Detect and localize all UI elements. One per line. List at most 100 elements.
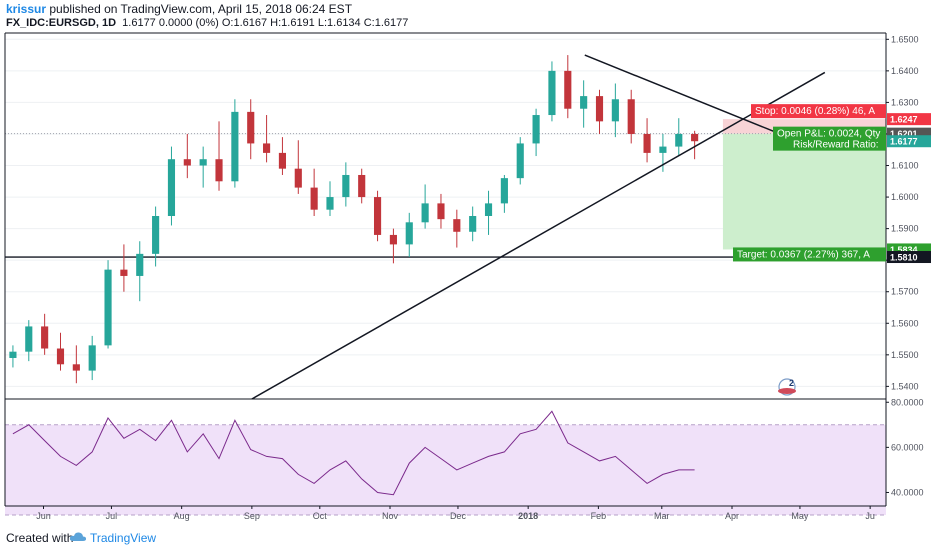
tradingview-brand-link[interactable]: TradingView xyxy=(90,531,157,545)
candle-body xyxy=(152,216,160,254)
symbol-label[interactable]: FX_IDC:EURSGD, 1D xyxy=(6,17,117,29)
pnl-label-bg xyxy=(773,126,886,151)
price-axis-label: 1.6500 xyxy=(891,34,919,44)
time-axis-label: Dec xyxy=(450,511,467,521)
target-zone xyxy=(722,133,886,250)
time-axis-label: Oct xyxy=(313,511,328,521)
time-axis-label: 2018 xyxy=(518,511,538,521)
candle-body xyxy=(199,159,207,166)
candle-body xyxy=(136,253,144,276)
candle-body xyxy=(342,174,350,198)
rsi-axis-label: 40.0000 xyxy=(891,487,924,497)
time-axis-label: Nov xyxy=(382,511,399,521)
price-axis-label: 1.6000 xyxy=(891,192,919,202)
candle-body xyxy=(453,219,461,232)
created-with-text: Created with xyxy=(6,531,74,545)
candle-body xyxy=(358,174,366,198)
rising-trendline xyxy=(251,71,826,400)
rsi-axis-label: 60.0000 xyxy=(891,442,924,452)
symbol-legend: FX_IDC:EURSGD, 1D 1.6177 0.0000 (0%) O:1… xyxy=(6,17,408,29)
candle-body xyxy=(263,143,271,153)
candle-body xyxy=(167,159,176,216)
chart-header: krissur published on TradingView.com, Ap… xyxy=(0,0,932,34)
candle-body xyxy=(41,326,49,349)
candle-body xyxy=(437,203,445,220)
candle-body xyxy=(72,364,80,371)
time-axis-label: May xyxy=(791,511,809,521)
candle-body xyxy=(405,222,413,245)
candle-body xyxy=(88,345,96,371)
candle-body xyxy=(215,159,223,182)
candle-body xyxy=(56,348,65,365)
candle-body xyxy=(373,197,382,235)
price-axis-label: 1.5700 xyxy=(891,287,919,297)
candle-body xyxy=(389,234,397,245)
candle-body xyxy=(247,111,255,144)
price-tag-label: 1.5810 xyxy=(890,253,918,263)
stop-label-bg xyxy=(751,104,886,119)
author-link[interactable]: krissur xyxy=(6,2,47,16)
footer: Created with TradingView xyxy=(0,525,932,550)
candle-body xyxy=(120,269,128,276)
price-axis-label: 1.6100 xyxy=(891,161,919,171)
price-tag xyxy=(887,135,931,148)
candle-body xyxy=(231,111,239,182)
price-axis-label: 1.5400 xyxy=(891,381,919,391)
price-tag xyxy=(887,127,931,140)
candle-body xyxy=(611,99,619,122)
time-axis-label: Jun xyxy=(36,511,51,521)
time-axis-label: Ju xyxy=(865,511,875,521)
price-tag-label: 1.6201 xyxy=(890,129,918,139)
time-axis-label: Jul xyxy=(106,511,118,521)
badge-count: 2 xyxy=(789,378,794,388)
pnl-label: Open P&L: 0.0024, Qty xyxy=(777,129,880,140)
candle-body xyxy=(532,115,540,144)
price-tag-label: 1.5834 xyxy=(890,245,918,255)
stop-label: Stop: 0.0046 (0.28%) 46, A xyxy=(755,106,875,117)
candle-body xyxy=(469,216,477,232)
ohlc-readout: 1.6177 0.0000 (0%) O:1.6167 H:1.6191 L:1… xyxy=(122,17,409,29)
candle-body xyxy=(548,70,556,116)
candle-body xyxy=(278,152,287,169)
badge-base xyxy=(778,388,796,394)
candle-body xyxy=(564,70,572,109)
price-axis-label: 1.5900 xyxy=(891,224,919,234)
candle-body xyxy=(580,96,588,109)
rsi-line xyxy=(12,410,695,496)
price-axis-label: 1.6300 xyxy=(891,97,919,107)
ideas-badge-icon: 2 xyxy=(778,378,796,396)
candle-body xyxy=(643,133,651,153)
rsi-band xyxy=(5,424,886,516)
candle-body xyxy=(310,187,318,210)
target-label-bg xyxy=(733,247,886,262)
candle-body xyxy=(421,203,429,223)
time-axis-label: Apr xyxy=(725,511,739,521)
rr-label: Risk/Reward Ratio: xyxy=(793,140,879,151)
candle-body xyxy=(675,133,683,147)
candle-body xyxy=(326,197,334,210)
candle-body xyxy=(104,269,112,346)
time-axis-label: Aug xyxy=(174,511,190,521)
price-axis-label: 1.6400 xyxy=(891,66,919,76)
rsi-axis-label: 80.0000 xyxy=(891,397,924,407)
time-axis-label: Sep xyxy=(244,511,260,521)
candle-body xyxy=(516,143,524,179)
time-axis-label: Mar xyxy=(654,511,670,521)
candle-body xyxy=(25,326,33,352)
price-tag-label: 1.6177 xyxy=(890,137,918,147)
target-label: Target: 0.0367 (2.27%) 367, A xyxy=(737,249,870,260)
falling-trendline xyxy=(584,54,785,137)
published-text: published on TradingView.com, April 15, … xyxy=(49,2,353,16)
candle-body xyxy=(691,133,699,142)
publish-info: krissur published on TradingView.com, Ap… xyxy=(6,2,352,16)
candle-body xyxy=(183,159,191,166)
time-axis-label: Feb xyxy=(591,511,607,521)
price-axis-label: 1.5600 xyxy=(891,318,919,328)
candle-body xyxy=(9,351,17,358)
candle-body xyxy=(659,146,667,153)
tradingview-cloud-icon xyxy=(69,532,87,541)
candle-body xyxy=(500,178,508,204)
price-tag xyxy=(887,251,931,264)
